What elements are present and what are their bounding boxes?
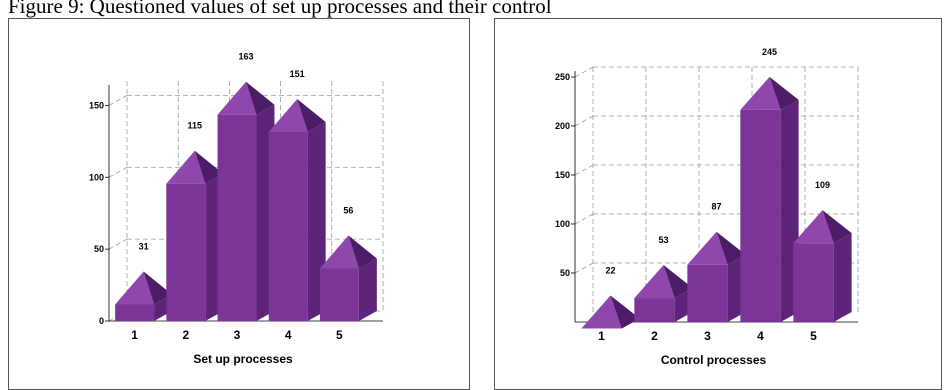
setup-value-label: 163 (238, 52, 253, 62)
control-bar-roof-front (634, 265, 675, 299)
figure-caption: Figure 9: Questioned values of set up pr… (8, 0, 552, 18)
setup-bar (268, 131, 308, 321)
setup-processes-chart: 0 50 100 150 31 1 115 2 163 3 151 4 56 5 Set up proces… (89, 52, 384, 366)
control-grid-depth (574, 66, 594, 78)
setup-bar (217, 114, 257, 321)
setup-bar (319, 268, 359, 321)
setup-ytick-label: 150 (89, 100, 104, 110)
setup-grid-depth (108, 238, 128, 250)
setup-ytick-label: 0 (99, 316, 104, 326)
setup-bar-roof-front (268, 98, 308, 132)
setup-bar-roof-side (297, 98, 326, 132)
control-processes-chart: 50 100 150 200 250 22 1 53 2 87 3 245 4 109 5 Control p… (555, 47, 859, 367)
setup-bar (115, 304, 155, 321)
control-grid-depth (574, 115, 594, 127)
control-grid-depth (574, 262, 594, 274)
control-bar-roof-front (581, 295, 622, 329)
control-bar-roof-side (610, 295, 640, 329)
control-value-label: 22 (605, 265, 615, 275)
control-bar-roof-side (822, 210, 852, 244)
control-ytick-label: 200 (555, 121, 570, 131)
setup-bar-roof-front (115, 271, 155, 305)
setup-category-label: 5 (336, 328, 343, 342)
control-value-label: 109 (815, 180, 830, 190)
setup-category-label: 2 (182, 328, 189, 342)
control-bar-side (833, 233, 852, 322)
control-bar (793, 243, 834, 322)
control-bar (634, 298, 675, 322)
control-ytick-label: 150 (555, 170, 570, 180)
setup-bar-roof-side (246, 81, 275, 115)
setup-x-title: Set up processes (193, 352, 293, 366)
control-value-label: 245 (762, 47, 777, 57)
setup-ytick-label: 100 (89, 172, 104, 182)
control-ytick-label: 100 (555, 219, 570, 229)
control-value-label: 53 (658, 235, 668, 245)
setup-category-label: 1 (131, 328, 138, 342)
setup-bar-roof-side (348, 235, 377, 269)
control-grid-depth (574, 164, 594, 176)
setup-category-label: 3 (234, 328, 241, 342)
setup-grid-depth (108, 95, 128, 106)
chart-panel-control: 50 100 150 200 250 22 1 53 2 87 3 245 4 109 5 Control p… (494, 18, 942, 390)
setup-value-label: 31 (139, 241, 149, 251)
chart-panel-setup: 0 50 100 150 31 1 115 2 163 3 151 4 56 5 Set up proces… (8, 18, 470, 390)
setup-bar-roof-front (319, 235, 359, 269)
setup-bar (166, 183, 206, 321)
setup-category-label: 4 (285, 328, 292, 342)
control-x-title: Control processes (661, 353, 767, 367)
control-bar-roof-front (687, 231, 728, 265)
control-bar-roof-front (740, 76, 781, 110)
setup-grid-depth (108, 166, 128, 178)
setup-bar-roof-side (143, 271, 173, 305)
control-category-label: 2 (651, 329, 658, 343)
setup-bar-roof-side (194, 150, 224, 184)
control-bar-roof-front (793, 210, 834, 244)
setup-value-label: 115 (188, 121, 203, 131)
setup-bar-roof-front (217, 81, 257, 115)
setup-bar-side (358, 258, 377, 321)
control-bar-roof-side (716, 231, 746, 265)
control-bar (687, 264, 728, 322)
control-bar-roof-side (663, 265, 693, 299)
control-bar-roof-side (769, 76, 799, 110)
control-value-label: 87 (711, 202, 721, 212)
control-category-label: 4 (757, 329, 764, 343)
setup-ytick-label: 50 (94, 244, 104, 254)
control-category-label: 3 (704, 329, 711, 343)
control-bar (740, 109, 781, 323)
setup-value-label: 151 (290, 69, 305, 79)
control-ytick-label: 50 (560, 268, 570, 278)
control-category-label: 5 (810, 329, 817, 343)
control-category-label: 1 (598, 329, 605, 343)
setup-bar-roof-front (166, 150, 206, 184)
control-grid-depth (574, 213, 594, 225)
setup-value-label: 56 (343, 206, 353, 216)
control-ytick-label: 250 (555, 72, 570, 82)
